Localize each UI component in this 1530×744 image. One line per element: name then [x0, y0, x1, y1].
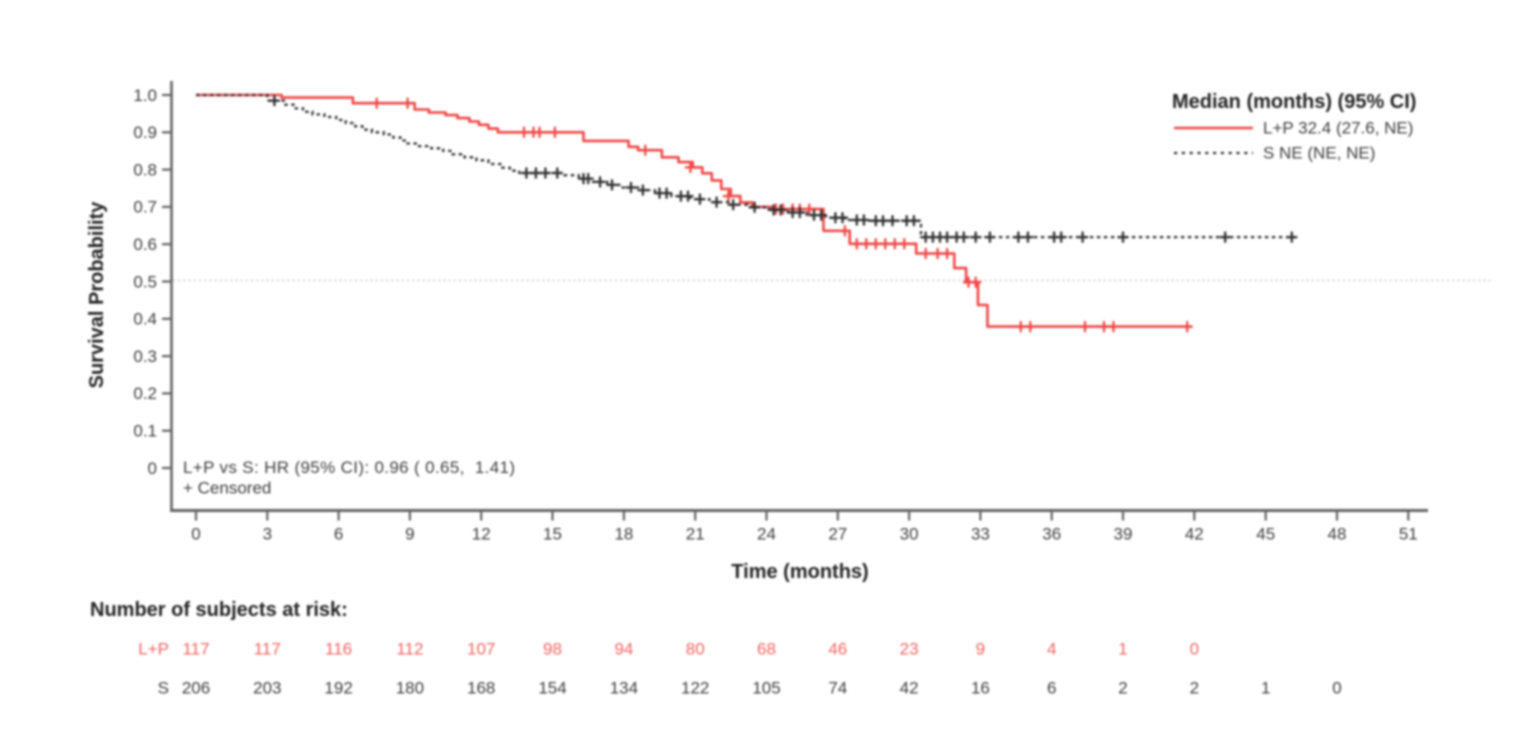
svg-text:94: 94: [614, 640, 633, 659]
svg-text:21: 21: [686, 525, 705, 544]
svg-text:+ Censored: + Censored: [183, 479, 271, 498]
svg-text:3: 3: [263, 525, 272, 544]
svg-text:46: 46: [828, 640, 847, 659]
svg-text:4: 4: [1047, 640, 1056, 659]
svg-text:L+P: L+P: [138, 640, 169, 659]
svg-text:168: 168: [467, 679, 495, 698]
svg-text:16: 16: [971, 679, 990, 698]
svg-text:0.2: 0.2: [133, 384, 157, 403]
svg-text:6: 6: [1047, 679, 1056, 698]
svg-text:122: 122: [681, 679, 709, 698]
svg-text:0.7: 0.7: [133, 198, 157, 217]
svg-text:Survival Probability: Survival Probability: [86, 201, 108, 389]
svg-text:0.9: 0.9: [133, 123, 157, 142]
svg-text:1: 1: [1261, 679, 1270, 698]
svg-text:105: 105: [752, 679, 780, 698]
svg-text:2: 2: [1118, 679, 1127, 698]
svg-text:12: 12: [472, 525, 491, 544]
svg-text:112: 112: [396, 640, 423, 659]
svg-text:117: 117: [254, 640, 281, 659]
svg-text:0: 0: [148, 459, 157, 478]
svg-text:9: 9: [405, 525, 414, 544]
svg-text:L+P vs S: HR (95% CI): 0.96 (: L+P vs S: HR (95% CI): 0.96 ( 0.65, 1.41…: [183, 458, 515, 477]
svg-text:S: S: [158, 679, 169, 698]
svg-text:0.5: 0.5: [133, 272, 157, 291]
svg-text:0.1: 0.1: [133, 422, 157, 441]
svg-text:0.4: 0.4: [133, 310, 157, 329]
svg-text:74: 74: [828, 679, 847, 698]
svg-text:0.3: 0.3: [133, 347, 157, 366]
svg-text:Time (months): Time (months): [731, 561, 868, 583]
svg-text:36: 36: [1042, 525, 1061, 544]
svg-text:1: 1: [1118, 640, 1127, 659]
svg-text:15: 15: [543, 525, 562, 544]
svg-text:180: 180: [396, 679, 424, 698]
svg-text:42: 42: [1185, 525, 1204, 544]
svg-text:192: 192: [324, 679, 352, 698]
svg-text:6: 6: [334, 525, 343, 544]
svg-text:39: 39: [1114, 525, 1133, 544]
svg-text:68: 68: [757, 640, 776, 659]
svg-text:206: 206: [182, 679, 210, 698]
svg-text:203: 203: [253, 679, 281, 698]
svg-text:23: 23: [900, 640, 919, 659]
svg-text:116: 116: [325, 640, 352, 659]
svg-text:30: 30: [900, 525, 919, 544]
svg-text:107: 107: [467, 640, 495, 659]
svg-text:0: 0: [191, 525, 200, 544]
svg-text:Median (months) (95% CI): Median (months) (95% CI): [1172, 91, 1416, 113]
svg-text:0.6: 0.6: [133, 235, 157, 254]
svg-text:0: 0: [1190, 640, 1199, 659]
svg-text:Number of subjects at risk:: Number of subjects at risk:: [90, 599, 348, 621]
svg-text:1.0: 1.0: [133, 86, 157, 105]
svg-text:2: 2: [1190, 679, 1199, 698]
svg-text:0.8: 0.8: [133, 160, 157, 179]
svg-text:24: 24: [757, 525, 776, 544]
svg-text:18: 18: [614, 525, 633, 544]
svg-text:45: 45: [1256, 525, 1275, 544]
svg-text:117: 117: [182, 640, 209, 659]
svg-text:80: 80: [686, 640, 705, 659]
svg-text:0: 0: [1332, 679, 1341, 698]
svg-text:154: 154: [538, 679, 566, 698]
svg-text:134: 134: [610, 679, 638, 698]
svg-text:33: 33: [971, 525, 990, 544]
svg-text:S NE (NE, NE): S NE (NE, NE): [1263, 144, 1375, 163]
svg-text:98: 98: [543, 640, 562, 659]
svg-text:51: 51: [1399, 525, 1418, 544]
svg-text:L+P 32.4 (27.6, NE): L+P 32.4 (27.6, NE): [1263, 119, 1413, 138]
svg-text:48: 48: [1328, 525, 1347, 544]
svg-text:9: 9: [976, 640, 985, 659]
svg-text:42: 42: [900, 679, 919, 698]
svg-text:27: 27: [828, 525, 847, 544]
